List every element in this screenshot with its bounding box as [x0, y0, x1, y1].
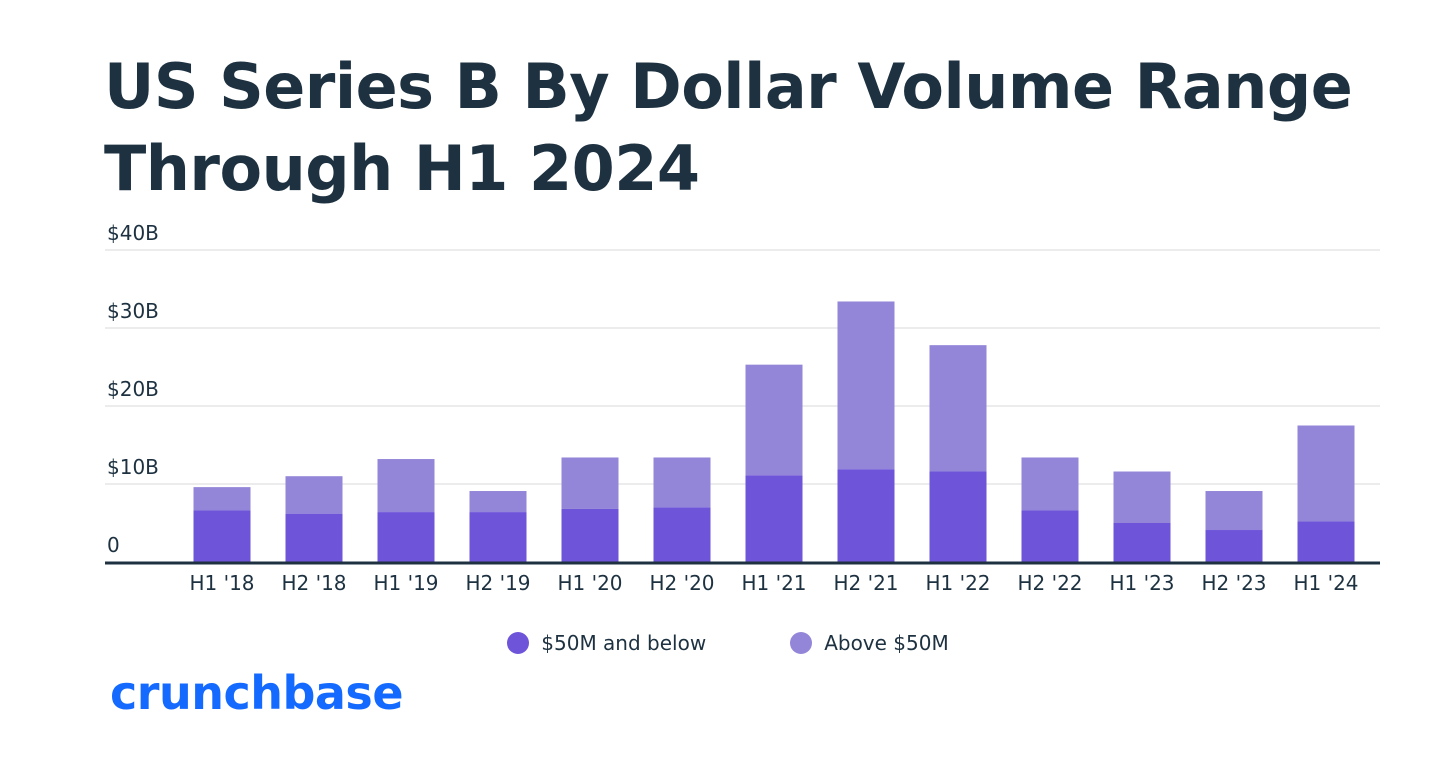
bar-below-50m — [653, 507, 711, 562]
legend-item-above: Above $50M — [740, 631, 949, 655]
bar-above-50m — [1205, 491, 1263, 531]
bar-above-50m — [1297, 425, 1355, 522]
bar-below-50m — [837, 469, 895, 562]
legend: $50M and below Above $50M — [0, 631, 1456, 655]
bar-below-50m — [469, 512, 527, 562]
bar-below-50m — [1205, 530, 1263, 562]
gridlines — [105, 249, 1380, 485]
bar-below-50m — [285, 513, 343, 562]
bar-below-50m — [1113, 523, 1171, 562]
bar-below-50m — [193, 510, 251, 562]
y-tick-label: 0 — [107, 533, 120, 557]
bar-below-50m — [929, 471, 987, 562]
bar-below-50m — [377, 512, 435, 562]
x-tick-label: H2 '20 — [649, 571, 714, 595]
bar-above-50m — [745, 364, 803, 476]
title-line-1: US Series B By Dollar Volume Range — [104, 50, 1353, 123]
y-tick-label: $10B — [107, 455, 159, 479]
title-line-2: Through H1 2024 — [104, 132, 700, 205]
y-tick-label: $30B — [107, 299, 159, 323]
bar-above-50m — [929, 345, 987, 472]
crunchbase-logo[interactable]: crunchbase — [110, 666, 404, 720]
bar-above-50m — [469, 491, 527, 513]
legend-swatch-above — [790, 632, 813, 654]
chart-title: US Series B By Dollar Volume Range Throu… — [104, 46, 1404, 210]
legend-item-below: $50M and below — [507, 631, 706, 655]
bar-below-50m — [1021, 510, 1079, 562]
legend-label-above: Above $50M — [824, 631, 949, 655]
bar-below-50m — [561, 508, 619, 562]
bar-above-50m — [1113, 471, 1171, 523]
bars — [193, 301, 1355, 562]
x-tick-label: H1 '19 — [373, 571, 438, 595]
legend-swatch-below — [507, 632, 530, 654]
bar-above-50m — [285, 476, 343, 514]
bar-above-50m — [561, 457, 619, 509]
x-tick-label: H1 '18 — [189, 571, 254, 595]
x-tick-label: H2 '19 — [465, 571, 530, 595]
x-tick-label: H2 '18 — [281, 571, 346, 595]
y-axis-ticks: 0 $10B $20B $30B $40B — [107, 221, 159, 557]
bar-below-50m — [745, 475, 803, 562]
y-tick-label: $20B — [107, 377, 159, 401]
legend-label-below: $50M and below — [541, 631, 707, 655]
bar-above-50m — [653, 457, 711, 508]
bar-above-50m — [837, 301, 895, 470]
x-tick-label: H1 '20 — [557, 571, 622, 595]
x-tick-label: H2 '23 — [1201, 571, 1266, 595]
bar-below-50m — [1297, 521, 1355, 562]
x-tick-label: H1 '21 — [741, 571, 806, 595]
bar-above-50m — [193, 487, 251, 511]
x-tick-label: H2 '21 — [833, 571, 898, 595]
x-tick-label: H1 '23 — [1109, 571, 1174, 595]
y-tick-label: $40B — [107, 221, 159, 245]
x-tick-label: H1 '24 — [1293, 571, 1358, 595]
bar-above-50m — [377, 459, 435, 513]
x-tick-label: H2 '22 — [1017, 571, 1082, 595]
x-axis-ticks: H1 '18 H2 '18 H1 '19 H2 '19 H1 '20 H2 '20 H1 '… — [189, 571, 1358, 595]
bar-above-50m — [1021, 457, 1079, 511]
x-tick-label: H1 '22 — [925, 571, 990, 595]
